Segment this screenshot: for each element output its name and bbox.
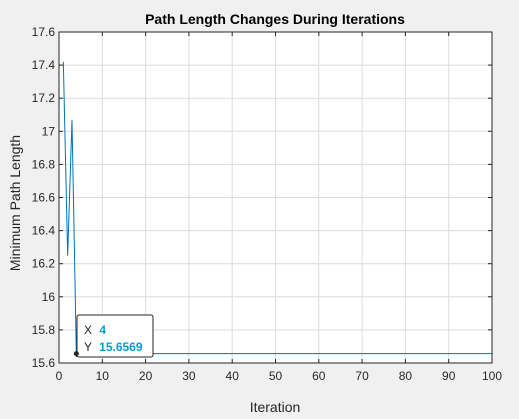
x-tick-label: 40 [226,369,240,383]
datatip-box[interactable] [76,314,154,358]
tick-marks [58,31,493,364]
y-tick-label: 15.8 [32,323,56,337]
x-axis-label: Iteration [250,399,301,415]
datatip-y-label: Y [84,340,92,354]
y-tick-label: 15.6 [32,356,56,370]
y-tick-label: 16.2 [32,257,56,271]
x-tick-label: 50 [269,369,283,383]
x-tick-label: 10 [96,369,110,383]
datatip-y-row: Y 15.6569 [84,340,143,354]
y-tick-label: 17 [42,124,56,138]
datatip[interactable]: X 4 Y 15.6569 [73,314,154,358]
y-tick-labels: 15.6 15.8 16 16.2 16.4 16.6 16.8 17 17.2 17.4 17.6 [32,25,56,370]
x-tick-label: 0 [56,369,63,383]
x-tick-label: 20 [139,369,153,383]
x-tick-label: 100 [482,369,502,383]
y-axis-label: Minimum Path Length [7,135,23,271]
chart-title: Path Length Changes During Iterations [145,11,405,27]
datatip-point[interactable] [73,351,79,357]
datatip-x-value: 4 [99,323,106,337]
x-tick-label: 60 [312,369,326,383]
x-tick-label: 30 [182,369,196,383]
y-tick-label: 16 [42,290,56,304]
y-tick-label: 16.4 [32,224,56,238]
x-tick-label: 90 [442,369,456,383]
y-tick-label: 16.6 [32,191,56,205]
x-tick-labels: 0 10 20 30 40 50 60 70 80 90 100 [56,369,503,383]
datatip-x-label: X [84,323,92,337]
y-tick-label: 17.4 [32,58,56,72]
y-tick-label: 17.2 [32,91,56,105]
datatip-y-value: 15.6569 [99,340,143,354]
y-tick-label: 17.6 [32,25,56,39]
datatip-x-row: X 4 [84,323,106,337]
x-tick-label: 80 [399,369,413,383]
x-tick-label: 70 [355,369,369,383]
y-tick-label: 16.8 [32,157,56,171]
